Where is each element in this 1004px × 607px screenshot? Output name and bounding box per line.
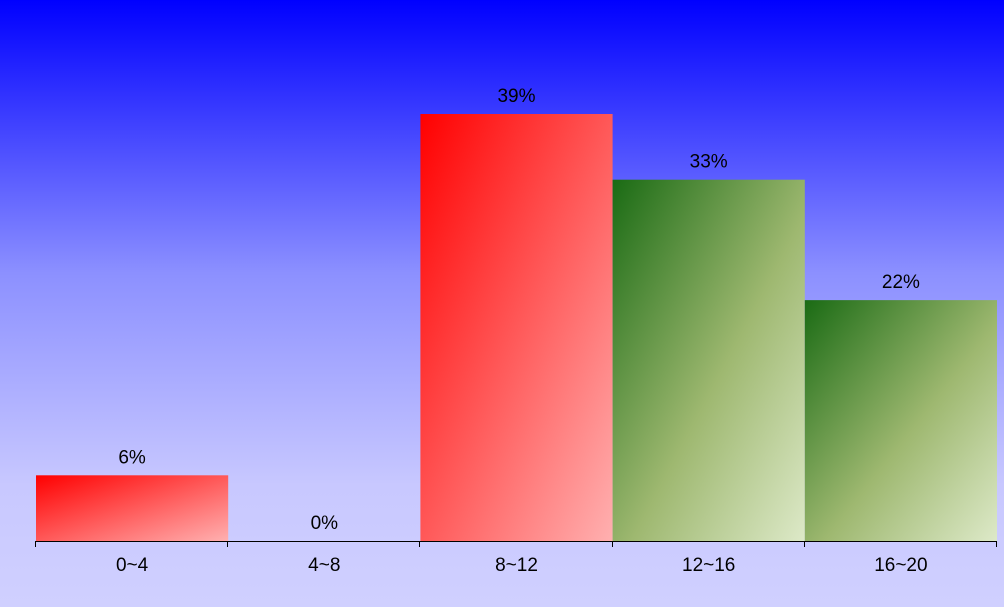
x-tick-label-12~16: 12~16	[682, 555, 735, 576]
bar-8~12	[420, 114, 613, 541]
bars-group	[36, 114, 997, 541]
bar-12~16	[612, 179, 805, 541]
data-label-0~4: 6%	[118, 447, 146, 468]
data-label-4~8: 0%	[311, 513, 339, 534]
data-label-8~12: 39%	[497, 86, 535, 107]
value-labels-group: 6% 0% 39% 33% 22%	[118, 86, 920, 534]
x-tick-label-16~20: 16~20	[874, 555, 927, 576]
bar-0~4	[36, 475, 229, 541]
bar-16~20	[804, 300, 997, 541]
x-tick-label-8~12: 8~12	[495, 555, 538, 576]
data-label-12~16: 33%	[690, 152, 728, 173]
x-tick-label-0~4: 0~4	[116, 555, 149, 576]
x-axis: 0~4 4~8 8~12 12~16 16~20	[35, 541, 997, 576]
x-tick-label-4~8: 4~8	[308, 555, 340, 576]
data-label-16~20: 22%	[882, 272, 920, 293]
